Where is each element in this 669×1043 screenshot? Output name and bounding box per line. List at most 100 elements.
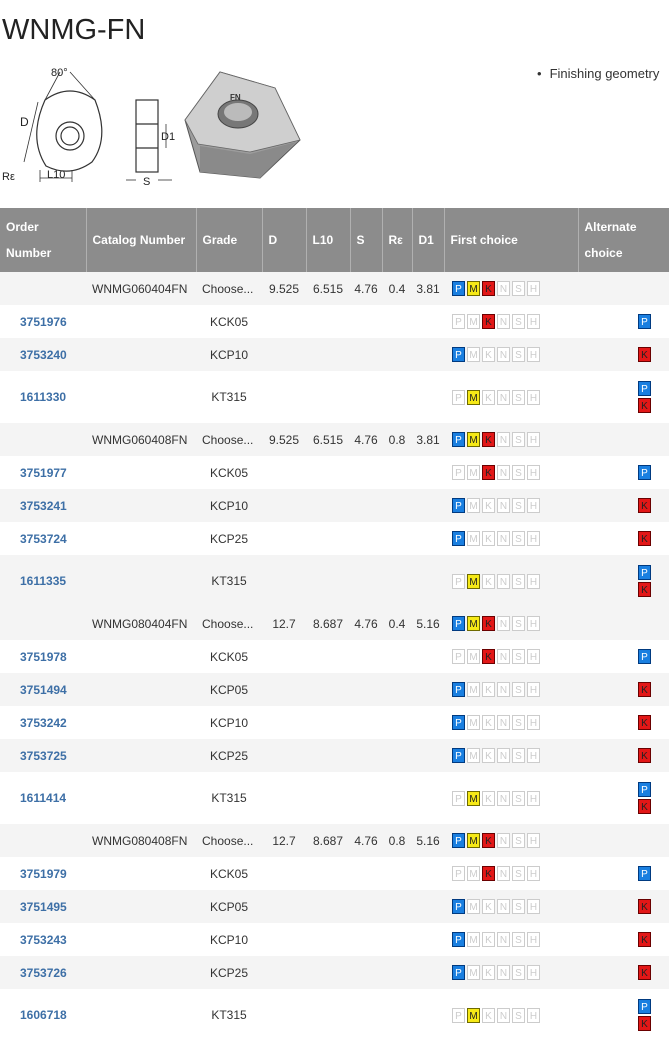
- order-number-link[interactable]: 3751495: [0, 890, 86, 923]
- empty-cell: [262, 772, 306, 824]
- alternate-badges: K: [638, 347, 651, 363]
- order-number-link[interactable]: 3753725: [0, 739, 86, 772]
- table-row[interactable]: 1611335 KT315 P M K N S H P K: [0, 555, 669, 607]
- alt-k-badge: K: [638, 965, 651, 981]
- grade-select[interactable]: Choose...: [196, 607, 262, 640]
- iso-p-badge: P: [452, 899, 465, 915]
- table-row[interactable]: 3751978 KCK05 P M K N S H P: [0, 640, 669, 673]
- empty-cell: [382, 890, 412, 923]
- order-number-link[interactable]: 3753724: [0, 522, 86, 555]
- table-row[interactable]: 3753724 KCP25 P M K N S H K: [0, 522, 669, 555]
- order-number-link[interactable]: 1606718: [0, 989, 86, 1041]
- grade-select[interactable]: Choose...: [196, 824, 262, 857]
- col-re[interactable]: Rε: [382, 208, 413, 272]
- iso-m-badge: M: [467, 899, 480, 915]
- iso-k-badge: K: [482, 498, 495, 514]
- table-row[interactable]: 1611330 KT315 P M K N S H P K: [0, 371, 669, 423]
- table-row[interactable]: 3753242 KCP10 P M K N S H K: [0, 706, 669, 739]
- catalog-number-cell: [86, 989, 196, 1041]
- table-row[interactable]: 3751494 KCP05 P M K N S H K: [0, 673, 669, 706]
- col-catalog-number[interactable]: Catalog Number: [86, 208, 197, 272]
- empty-cell: [262, 673, 306, 706]
- order-number-link[interactable]: 3751976: [0, 305, 86, 338]
- grade-cell: KCP05: [196, 673, 262, 706]
- s-cell: 4.76: [350, 607, 382, 640]
- table-row[interactable]: 3751495 KCP05 P M K N S H K: [0, 890, 669, 923]
- table-row[interactable]: 1611414 KT315 P M K N S H P K: [0, 772, 669, 824]
- iso-h-badge: H: [527, 432, 540, 448]
- grade-cell: KT315: [196, 772, 262, 824]
- alternate-badges: K: [638, 531, 651, 547]
- col-d[interactable]: D: [262, 208, 307, 272]
- alt-k-badge: K: [638, 932, 651, 948]
- table-row[interactable]: 3753240 KCP10 P M K N S H K: [0, 338, 669, 371]
- table-row[interactable]: 3751979 KCK05 P M K N S H P: [0, 857, 669, 890]
- order-number-link[interactable]: 3753242: [0, 706, 86, 739]
- col-first-choice[interactable]: First choice: [444, 208, 579, 272]
- order-number-link[interactable]: 3753243: [0, 923, 86, 956]
- d-cell: 12.7: [262, 824, 306, 857]
- grade-cell: KCP25: [196, 522, 262, 555]
- alt-k-badge: K: [638, 899, 651, 915]
- empty-cell: [350, 338, 382, 371]
- order-number-link[interactable]: 3751977: [0, 456, 86, 489]
- insert-top-view: [23, 71, 103, 182]
- iso-s-badge: S: [512, 932, 525, 948]
- order-number-link[interactable]: 3753726: [0, 956, 86, 989]
- iso-n-badge: N: [497, 531, 510, 547]
- col-s[interactable]: S: [350, 208, 383, 272]
- iso-s-badge: S: [512, 281, 525, 297]
- empty-cell: [306, 989, 350, 1041]
- alternate-badges: P: [638, 649, 651, 665]
- iso-h-badge: H: [527, 389, 540, 405]
- empty-cell: [262, 522, 306, 555]
- iso-k-badge: K: [482, 965, 495, 981]
- order-number-link[interactable]: 3753241: [0, 489, 86, 522]
- alternate-choice-cell: P: [578, 640, 669, 673]
- grade-select[interactable]: Choose...: [196, 423, 262, 456]
- col-d1[interactable]: D1: [412, 208, 445, 272]
- table-row[interactable]: 3753726 KCP25 P M K N S H K: [0, 956, 669, 989]
- table-row[interactable]: 3751977 KCK05 P M K N S H P: [0, 456, 669, 489]
- iso-s-badge: S: [512, 866, 525, 882]
- col-alternate-choice[interactable]: Alternate choice: [578, 208, 669, 272]
- alt-k-badge: K: [638, 799, 651, 814]
- l10-cell: 8.687: [306, 607, 350, 640]
- empty-cell: [306, 489, 350, 522]
- table-row[interactable]: 3753243 KCP10 P M K N S H K: [0, 923, 669, 956]
- order-number-link[interactable]: 3753240: [0, 338, 86, 371]
- order-number-link[interactable]: 1611414: [0, 772, 86, 824]
- s-cell: 4.76: [350, 824, 382, 857]
- table-row[interactable]: 3753725 KCP25 P M K N S H K: [0, 739, 669, 772]
- iso-k-badge: K: [482, 1007, 495, 1023]
- col-l10[interactable]: L10: [306, 208, 351, 272]
- iso-n-badge: N: [497, 465, 510, 481]
- iso-k-badge: K: [482, 899, 495, 915]
- iso-n-badge: N: [497, 1007, 510, 1023]
- order-number-link[interactable]: 1611335: [0, 555, 86, 607]
- table-row[interactable]: 3753241 KCP10 P M K N S H K: [0, 489, 669, 522]
- iso-m-badge: M: [467, 616, 480, 632]
- grade-select[interactable]: Choose...: [196, 272, 262, 305]
- empty-cell: [412, 673, 444, 706]
- order-number-link[interactable]: 1611330: [0, 371, 86, 423]
- order-number-link[interactable]: 3751978: [0, 640, 86, 673]
- table-row[interactable]: 1606718 KT315 P M K N S H P K: [0, 989, 669, 1041]
- empty-cell: [262, 739, 306, 772]
- order-number-cell: [0, 607, 86, 640]
- order-number-link[interactable]: 3751979: [0, 857, 86, 890]
- table-row[interactable]: 3751976 KCK05 P M K N S H P: [0, 305, 669, 338]
- col-grade[interactable]: Grade: [196, 208, 263, 272]
- empty-cell: [382, 772, 412, 824]
- fn-mark: FN: [230, 93, 241, 102]
- col-order-number[interactable]: Order Number: [0, 208, 87, 272]
- empty-cell: [262, 305, 306, 338]
- order-number-link[interactable]: 3751494: [0, 673, 86, 706]
